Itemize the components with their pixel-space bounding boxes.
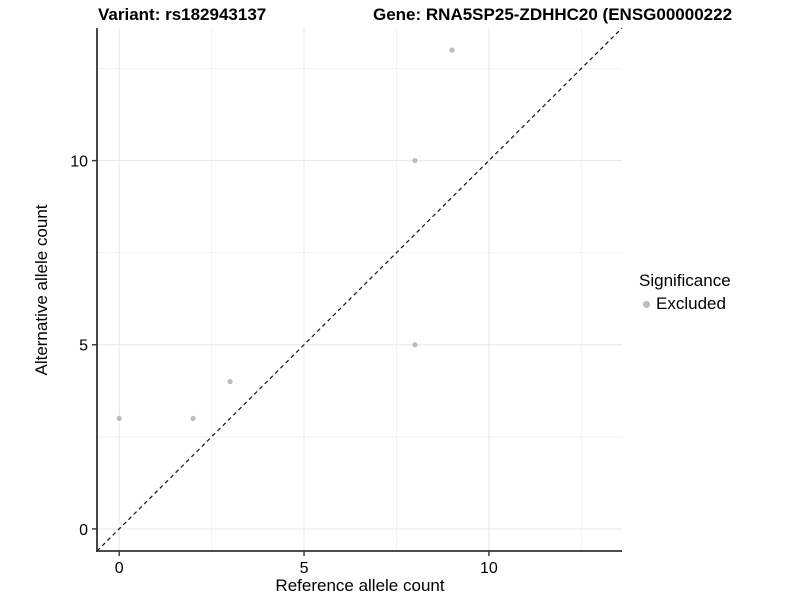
data-point xyxy=(449,47,455,53)
identity-line xyxy=(96,27,623,552)
x-axis-label: Reference allele count xyxy=(275,576,445,595)
legend-item-label: Excluded xyxy=(656,294,726,313)
legend-item: Excluded xyxy=(639,294,731,314)
data-point xyxy=(412,157,418,164)
data-point xyxy=(116,415,122,422)
legend-point-icon xyxy=(643,300,650,308)
plot-title-variant: Variant: rs182943137 xyxy=(98,5,267,24)
data-point xyxy=(227,378,233,385)
y-tick-label: 0 xyxy=(79,522,88,539)
data-point xyxy=(190,415,196,422)
legend-title: Significance xyxy=(639,271,731,290)
y-axis-label: Alternative allele count xyxy=(32,204,51,376)
y-tick-label: 10 xyxy=(70,154,88,171)
x-tick-label: 10 xyxy=(480,560,498,577)
plot-title-gene: Gene: RNA5SP25-ZDHHC20 (ENSG00000222 xyxy=(373,5,733,24)
x-tick-label: 5 xyxy=(300,560,309,577)
x-tick-label: 0 xyxy=(115,560,124,577)
legend: Significance Excluded xyxy=(639,271,731,314)
y-tick-label: 5 xyxy=(79,338,88,355)
data-point xyxy=(412,342,418,348)
